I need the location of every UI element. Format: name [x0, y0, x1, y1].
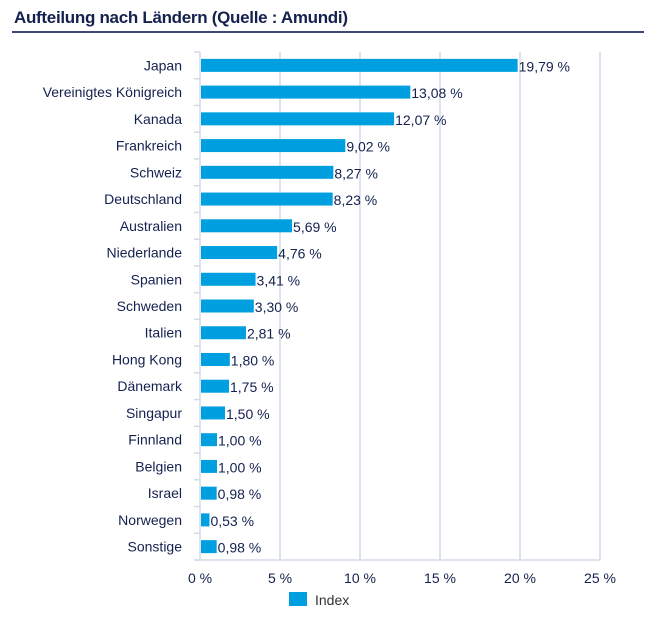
bar: [201, 58, 518, 72]
category-label: Frankreich: [116, 138, 182, 154]
value-label: 2,81 %: [247, 326, 291, 342]
bar: [201, 379, 229, 393]
category-label: Australien: [120, 218, 182, 234]
value-label: 1,75 %: [230, 379, 274, 395]
x-tick-label: 15 %: [424, 570, 456, 586]
legend-label: Index: [315, 592, 349, 608]
x-tick-label: 0 %: [188, 570, 212, 586]
chart-title: Aufteilung nach Ländern (Quelle : Amundi…: [14, 8, 348, 27]
category-label: Finnland: [128, 432, 182, 448]
category-label: Dänemark: [117, 378, 183, 394]
legend-swatch: [289, 592, 307, 606]
bar: [201, 192, 333, 206]
category-label: Schweiz: [130, 164, 182, 180]
value-label: 9,02 %: [346, 139, 390, 155]
bar: [201, 486, 217, 500]
value-label: 0,98 %: [218, 486, 262, 502]
category-label: Kanada: [134, 111, 182, 127]
bar: [201, 406, 225, 420]
x-tick-label: 20 %: [504, 570, 536, 586]
bar: [201, 272, 256, 286]
category-label: Schweden: [117, 298, 182, 314]
bar: [201, 513, 210, 527]
bar: [201, 352, 230, 366]
bar: [201, 326, 246, 340]
value-label: 0,53 %: [210, 513, 254, 529]
bar: [201, 540, 217, 554]
value-label: 1,00 %: [218, 459, 262, 475]
bar: [201, 112, 395, 126]
bar: [201, 85, 411, 99]
value-label: 13,08 %: [411, 85, 462, 101]
value-label: 3,41 %: [257, 272, 301, 288]
category-label: Niederlande: [107, 245, 183, 261]
bar: [201, 299, 254, 313]
value-label: 1,80 %: [231, 352, 275, 368]
category-label: Israel: [148, 485, 182, 501]
category-label: Hong Kong: [112, 351, 182, 367]
value-label: 19,79 %: [519, 58, 570, 74]
category-label: Deutschland: [104, 191, 182, 207]
title-underline: [12, 31, 644, 33]
value-label: 4,76 %: [278, 246, 322, 262]
category-label: Italien: [145, 325, 182, 341]
bar: [201, 219, 293, 233]
value-label: 3,30 %: [255, 299, 299, 315]
bar: [201, 246, 278, 260]
category-label: Norwegen: [118, 512, 182, 528]
bar: [201, 165, 334, 179]
category-label: Vereinigtes Königreich: [43, 84, 182, 100]
value-label: 1,00 %: [218, 433, 262, 449]
category-label: Singapur: [126, 405, 182, 421]
category-label: Japan: [144, 57, 182, 73]
x-tick-label: 10 %: [344, 570, 376, 586]
bar: [201, 459, 217, 473]
value-label: 8,27 %: [334, 165, 378, 181]
value-label: 8,23 %: [334, 192, 378, 208]
x-tick-label: 25 %: [584, 570, 616, 586]
category-label: Sonstige: [128, 539, 183, 555]
value-label: 0,98 %: [218, 540, 262, 556]
value-label: 5,69 %: [293, 219, 337, 235]
x-tick-label: 5 %: [268, 570, 292, 586]
category-label: Belgien: [135, 458, 182, 474]
bar: [201, 139, 346, 153]
bar: [201, 433, 217, 447]
category-label: Spanien: [131, 271, 182, 287]
value-label: 1,50 %: [226, 406, 270, 422]
value-label: 12,07 %: [395, 112, 446, 128]
